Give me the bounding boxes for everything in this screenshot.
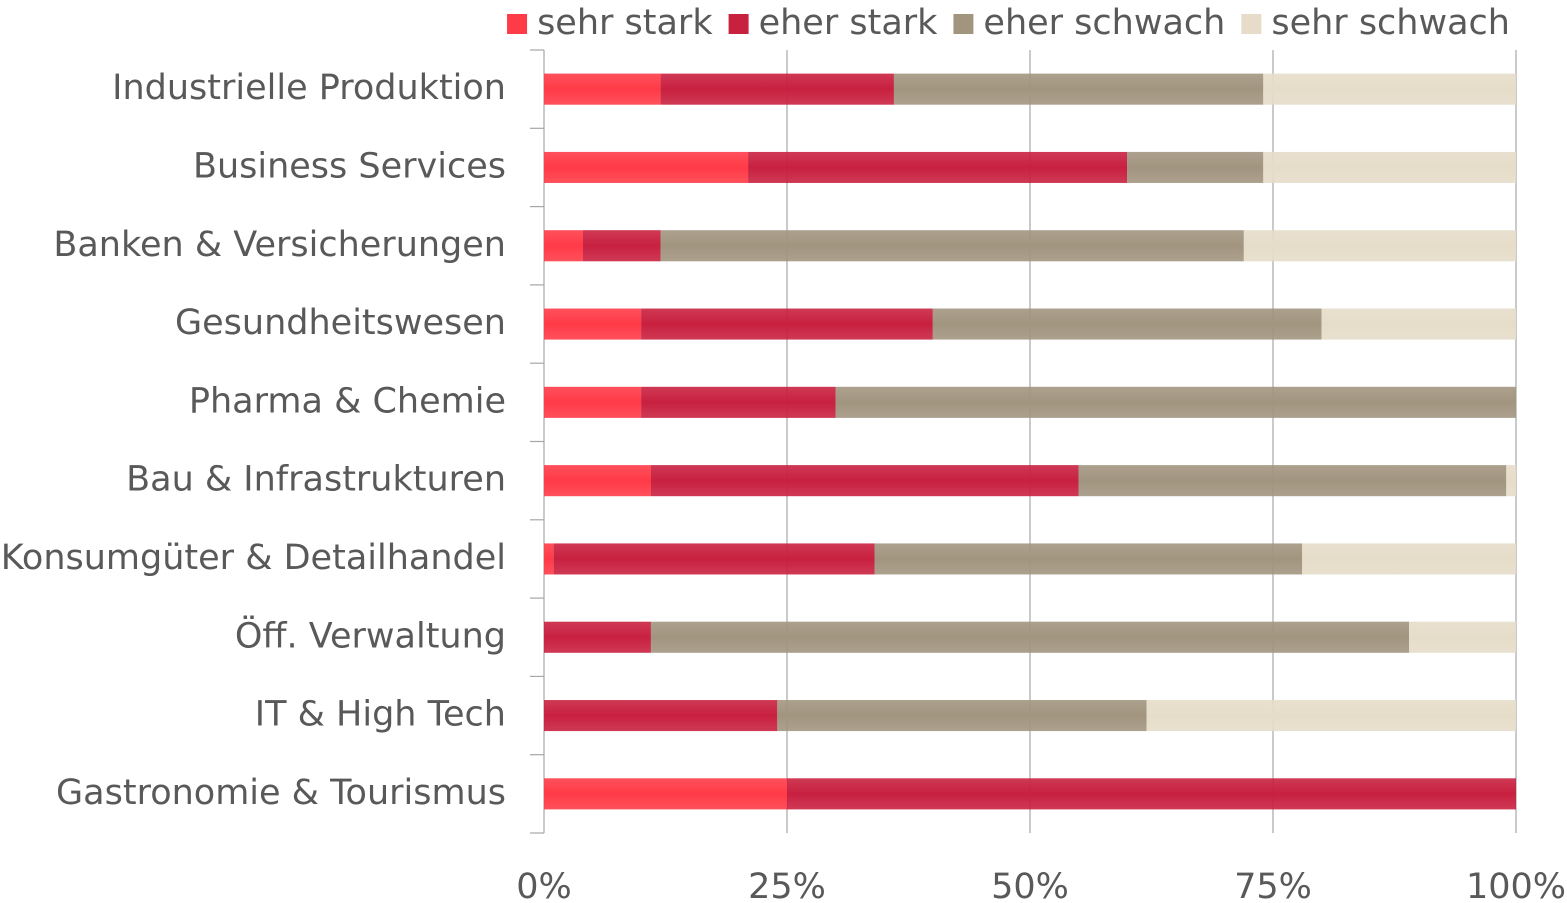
y-tick-label: Business Services — [193, 146, 506, 186]
bar-core — [641, 386, 836, 418]
bar-core — [582, 230, 661, 262]
bar-core — [787, 778, 1516, 810]
bar-core — [1302, 543, 1516, 575]
bar-core — [1263, 73, 1516, 105]
bar-core — [544, 465, 651, 497]
y-tick-label: Gastronomie & Tourismus — [56, 773, 506, 813]
bar-core — [544, 151, 749, 183]
legend-label: sehr schwach — [1271, 3, 1510, 43]
y-tick-label: IT & High Tech — [255, 695, 506, 735]
bar-core — [1321, 308, 1516, 340]
bar-core — [553, 543, 875, 575]
bar-core — [544, 543, 554, 575]
x-tick-label: 0% — [516, 867, 572, 903]
bar-core — [748, 151, 1128, 183]
bar-core — [544, 386, 642, 418]
bar-core — [544, 700, 778, 732]
y-tick-label: Pharma & Chemie — [189, 381, 506, 421]
bar-core — [544, 778, 787, 810]
legend-label: sehr stark — [537, 3, 713, 43]
bar-core — [932, 308, 1322, 340]
legend-swatch — [1241, 14, 1262, 34]
y-tick-label: Bau & Infrastrukturen — [126, 460, 506, 500]
y-tick-label: Konsumgüter & Detailhandel — [1, 538, 506, 578]
bar-core — [544, 73, 661, 105]
bar-core — [641, 308, 933, 340]
bar-core — [1078, 465, 1507, 497]
bar-core — [777, 700, 1147, 732]
y-tick-label: Industrielle Produktion — [112, 68, 506, 108]
bar-core — [650, 465, 1079, 497]
bar-core — [1243, 230, 1516, 262]
y-tick-label: Banken & Versicherungen — [53, 225, 506, 265]
legend-label: eher schwach — [983, 3, 1225, 43]
bar-core — [660, 230, 1244, 262]
bar-core — [874, 543, 1303, 575]
bar-core — [1146, 700, 1516, 732]
bar-core — [1409, 621, 1516, 653]
bar-core — [650, 621, 1410, 653]
bar-core — [1506, 465, 1516, 497]
bar-core — [544, 308, 642, 340]
bar-core — [660, 73, 894, 105]
y-tick-label: Öff. Verwaltung — [235, 614, 506, 656]
x-tick-label: 75% — [1234, 867, 1312, 903]
x-tick-label: 100% — [1466, 867, 1566, 903]
bar-core — [893, 73, 1264, 105]
legend-swatch — [728, 14, 749, 34]
x-tick-label: 25% — [748, 867, 826, 903]
legend-swatch — [953, 14, 974, 34]
y-tick-label: Gesundheitswesen — [175, 303, 506, 343]
bar-core — [1127, 151, 1264, 183]
legend-swatch — [507, 14, 528, 34]
legend-label: eher stark — [759, 3, 939, 43]
bar-core — [544, 621, 651, 653]
x-tick-label: 50% — [991, 867, 1069, 903]
bar-core — [1263, 151, 1516, 183]
bar-core — [835, 386, 1516, 418]
bar-core — [544, 230, 583, 262]
